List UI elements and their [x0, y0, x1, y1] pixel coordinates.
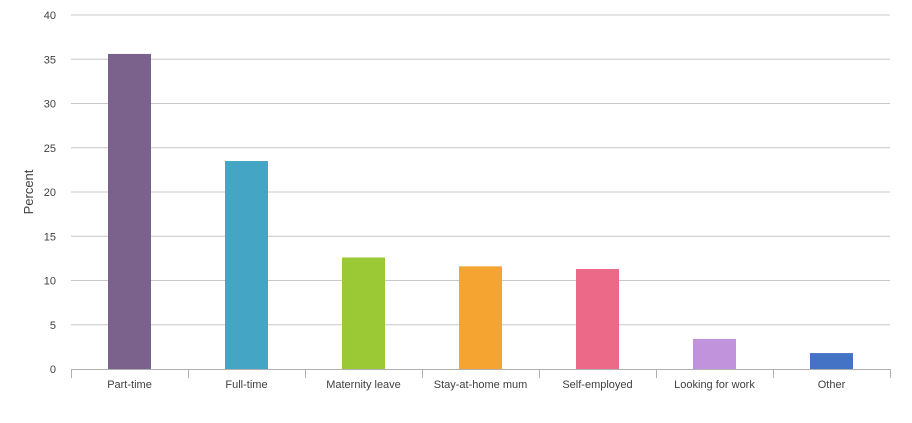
bar — [810, 353, 853, 369]
y-tick-label: 35 — [44, 54, 56, 66]
x-category-label: Maternity leave — [326, 379, 401, 391]
x-category-label: Looking for work — [674, 379, 755, 391]
x-axis — [71, 369, 891, 378]
y-tick-label: 0 — [50, 364, 56, 376]
x-category-label: Full-time — [225, 379, 267, 391]
gridlines — [71, 14, 890, 326]
bar — [108, 53, 151, 369]
y-tick-label: 5 — [50, 320, 56, 332]
x-category-label: Part-time — [107, 379, 152, 391]
y-axis-title: Percent — [21, 169, 36, 214]
y-tick-label: 20 — [44, 187, 56, 199]
x-category-label: Self-employed — [562, 379, 632, 391]
y-axis-ticks: 0 5 10 15 20 25 30 35 40 — [44, 10, 56, 376]
bar — [693, 338, 736, 369]
y-tick-label: 25 — [44, 143, 56, 155]
y-tick-label: 30 — [44, 99, 56, 111]
bar — [459, 266, 502, 369]
bar — [576, 268, 619, 369]
y-tick-label: 40 — [44, 10, 56, 22]
x-category-label: Other — [818, 379, 846, 391]
y-tick-label: 15 — [44, 231, 56, 243]
y-tick-label: 10 — [44, 276, 56, 288]
bar — [225, 161, 268, 369]
bars — [108, 53, 853, 369]
x-category-label: Stay-at-home mum — [434, 379, 528, 391]
x-axis-labels: Part-time Full-time Maternity leave Stay-at… — [107, 379, 845, 391]
bar — [342, 257, 385, 369]
